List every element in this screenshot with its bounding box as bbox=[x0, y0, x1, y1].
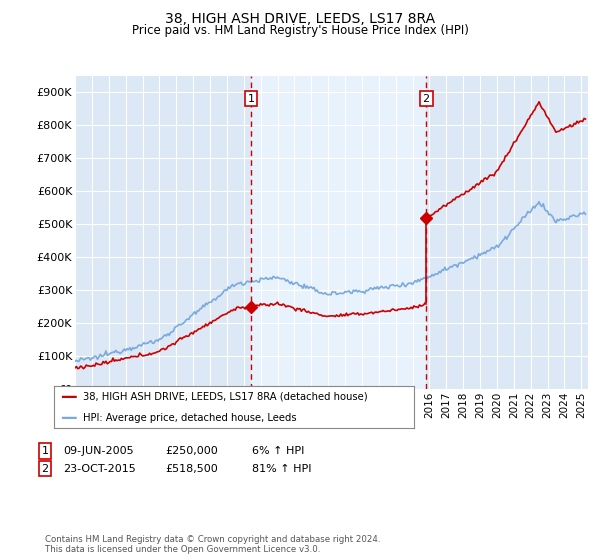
Text: 38, HIGH ASH DRIVE, LEEDS, LS17 8RA (detached house): 38, HIGH ASH DRIVE, LEEDS, LS17 8RA (det… bbox=[83, 392, 367, 402]
Text: 23-OCT-2015: 23-OCT-2015 bbox=[63, 464, 136, 474]
Bar bbox=[251, 76, 426, 389]
Text: £250,000: £250,000 bbox=[165, 446, 218, 456]
Text: HPI: Average price, detached house, Leeds: HPI: Average price, detached house, Leed… bbox=[83, 413, 296, 423]
Text: Contains HM Land Registry data © Crown copyright and database right 2024.
This d: Contains HM Land Registry data © Crown c… bbox=[45, 535, 380, 554]
Text: 2: 2 bbox=[422, 94, 430, 104]
Text: 09-JUN-2005: 09-JUN-2005 bbox=[63, 446, 134, 456]
Text: 1: 1 bbox=[41, 446, 49, 456]
Text: 6% ↑ HPI: 6% ↑ HPI bbox=[252, 446, 304, 456]
Text: —: — bbox=[60, 388, 77, 406]
Text: Price paid vs. HM Land Registry's House Price Index (HPI): Price paid vs. HM Land Registry's House … bbox=[131, 24, 469, 36]
Text: £518,500: £518,500 bbox=[165, 464, 218, 474]
Text: 81% ↑ HPI: 81% ↑ HPI bbox=[252, 464, 311, 474]
Text: 1: 1 bbox=[248, 94, 254, 104]
Text: —: — bbox=[60, 409, 77, 427]
Text: 38, HIGH ASH DRIVE, LEEDS, LS17 8RA: 38, HIGH ASH DRIVE, LEEDS, LS17 8RA bbox=[165, 12, 435, 26]
Text: 2: 2 bbox=[41, 464, 49, 474]
